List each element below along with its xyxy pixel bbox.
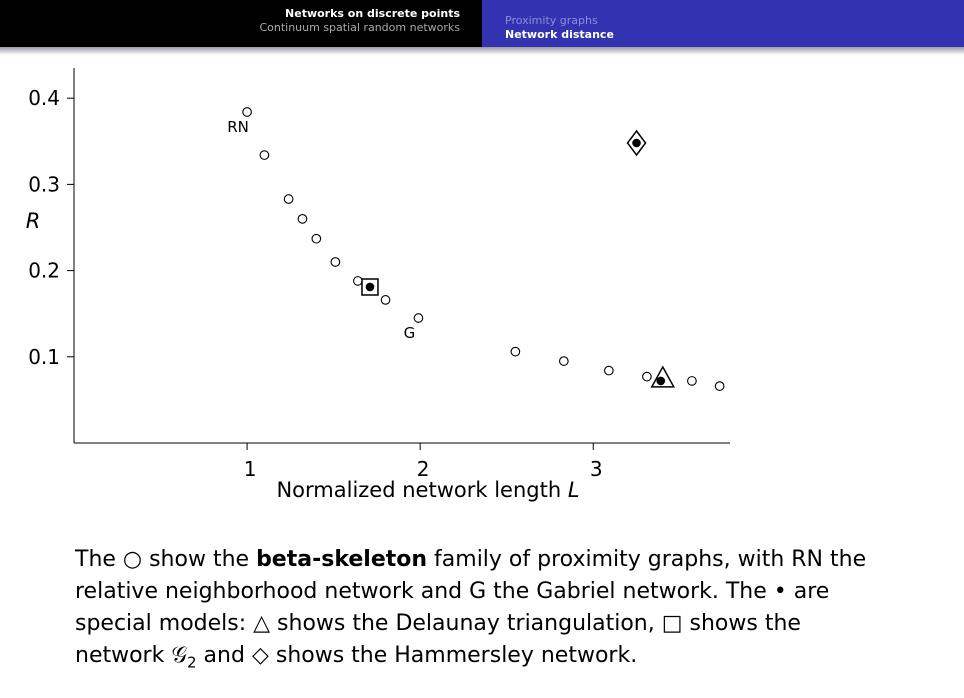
caption-text: The ○ show the bbox=[75, 547, 257, 572]
point bbox=[242, 107, 252, 117]
x-tick-label: 3 bbox=[590, 457, 603, 481]
y-tick-label: 0.4 bbox=[28, 86, 60, 110]
point bbox=[413, 313, 424, 323]
caption-text: and ◇ shows the Hammersley network. bbox=[196, 643, 638, 668]
header-right: Proximity graphs Network distance bbox=[482, 0, 964, 47]
header-shadow bbox=[0, 47, 964, 55]
point-label: G bbox=[404, 324, 416, 342]
point bbox=[283, 194, 294, 204]
caption-text: 2 bbox=[187, 653, 197, 672]
point bbox=[632, 138, 641, 148]
y-axis-label: R bbox=[26, 209, 41, 233]
header-left: Networks on discrete points Continuum sp… bbox=[0, 0, 482, 47]
chart: R Normalized network length L 0.1 0.2 0.3 0… bbox=[26, 68, 730, 502]
point bbox=[656, 376, 666, 386]
point bbox=[353, 276, 363, 286]
header-item[interactable]: Network distance bbox=[505, 28, 614, 41]
point bbox=[603, 365, 614, 376]
caption-text: 𝒢 bbox=[171, 643, 188, 668]
caption-text: beta-skeleton bbox=[256, 547, 428, 572]
y-tick-label: 0.2 bbox=[28, 259, 60, 283]
point bbox=[259, 150, 270, 160]
point bbox=[365, 282, 375, 292]
point bbox=[510, 346, 521, 357]
header-item[interactable]: Proximity graphs bbox=[505, 14, 598, 27]
header-item[interactable]: Continuum spatial random networks bbox=[259, 21, 460, 34]
point bbox=[330, 257, 341, 267]
point bbox=[687, 376, 697, 386]
caption-text: family of proximity graphs, with RN the … bbox=[75, 547, 867, 668]
point bbox=[311, 233, 322, 244]
x-axis-label: Normalized network length L bbox=[276, 478, 579, 502]
x-tick-label: 1 bbox=[244, 457, 257, 481]
point-frame bbox=[626, 129, 647, 157]
point bbox=[642, 371, 652, 382]
point-frame bbox=[650, 365, 676, 388]
point bbox=[297, 214, 308, 224]
header-item[interactable]: Networks on discrete points bbox=[285, 7, 460, 20]
y-tick-label: 0.1 bbox=[28, 345, 60, 369]
point bbox=[714, 381, 725, 391]
x-axis-label-symbol: L bbox=[568, 478, 580, 502]
point-frame bbox=[361, 278, 379, 296]
y-tick-label: 0.3 bbox=[28, 172, 60, 196]
caption: The ○ show the beta-skeleton family of p… bbox=[75, 544, 895, 672]
x-axis-label-text: Normalized network length bbox=[276, 478, 567, 502]
point bbox=[558, 356, 569, 366]
point-label: RN bbox=[227, 118, 249, 136]
x-tick-label: 2 bbox=[417, 457, 430, 481]
point bbox=[380, 295, 391, 305]
